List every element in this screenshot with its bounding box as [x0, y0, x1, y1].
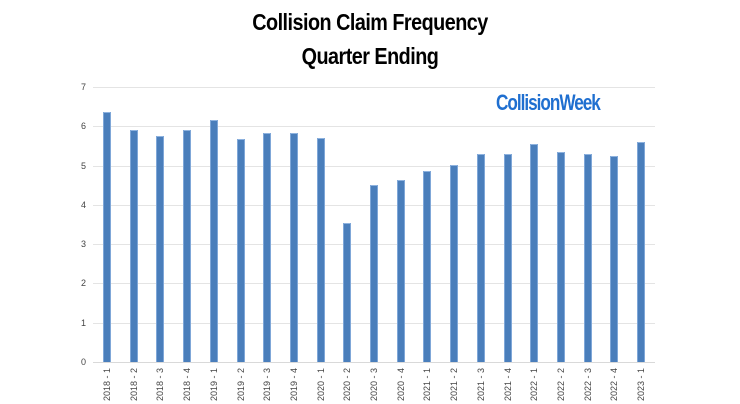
- y-tick-label: 6: [80, 121, 86, 131]
- bar: [236, 139, 245, 362]
- bar: [583, 153, 592, 362]
- gridline: [93, 166, 655, 167]
- bar: [316, 137, 325, 362]
- bar: [103, 112, 111, 362]
- gridline: [93, 362, 655, 363]
- y-tick-label: 4: [80, 200, 86, 210]
- x-tick-label: 2021 - 4: [502, 368, 513, 402]
- bar: [610, 156, 619, 362]
- x-tick-label: 2019 - 1: [208, 368, 219, 402]
- x-tick-label: 2020 - 4: [395, 368, 406, 402]
- gridline: [93, 87, 655, 88]
- y-tick-label: 1: [80, 318, 86, 328]
- x-tick-label: 2022 - 1: [529, 368, 540, 402]
- bar: [556, 152, 565, 362]
- y-tick-label: 0: [80, 357, 86, 367]
- bar: [637, 141, 645, 362]
- y-tick-label: 3: [80, 239, 86, 249]
- x-tick-label: 2018 - 4: [182, 368, 193, 402]
- bar: [476, 153, 485, 362]
- y-tick-label: 7: [80, 82, 86, 92]
- x-tick-label: 2020 - 3: [369, 368, 379, 402]
- x-tick-label: 2019 - 2: [235, 368, 246, 402]
- gridline: [93, 126, 655, 127]
- x-tick-label: 2021 - 2: [449, 368, 460, 402]
- bar: [263, 133, 272, 362]
- x-tick-label: 2019 - 3: [262, 368, 273, 402]
- bar: [396, 180, 405, 362]
- chart-subtitle: Quarter Ending: [301, 43, 439, 69]
- bar: [343, 223, 352, 362]
- bar: [209, 119, 218, 362]
- bar: [156, 135, 165, 362]
- x-tick-label: 2020 - 2: [342, 368, 353, 402]
- x-tick-label: 2021 - 3: [475, 368, 486, 402]
- chart-title: Collision Claim Frequency: [252, 9, 488, 35]
- x-tick-label: 2021 - 1: [422, 368, 433, 402]
- x-tick-label: 2022 - 2: [555, 368, 566, 402]
- x-tick-label: 2018 - 3: [155, 368, 166, 402]
- collisionweek-logo: CollisionWeek: [496, 90, 601, 115]
- bar: [423, 171, 432, 362]
- x-tick-label: 2020 - 1: [315, 368, 326, 402]
- y-tick-label: 5: [80, 161, 86, 171]
- bar: [530, 143, 539, 362]
- x-tick-label: 2022 - 4: [609, 368, 620, 402]
- bar: [183, 130, 192, 362]
- bar: [370, 185, 378, 362]
- x-tick-label: 2023 - 1: [636, 368, 646, 402]
- x-tick-label: 2018 - 2: [128, 368, 139, 402]
- bar: [129, 129, 138, 362]
- bar: [450, 165, 459, 362]
- bar: [503, 154, 512, 362]
- x-tick-label: 2018 - 1: [102, 368, 112, 402]
- x-tick-label: 2019 - 4: [288, 368, 299, 402]
- x-tick-label: 2022 - 3: [582, 368, 593, 402]
- y-tick-label: 2: [80, 278, 86, 288]
- bar: [289, 132, 298, 362]
